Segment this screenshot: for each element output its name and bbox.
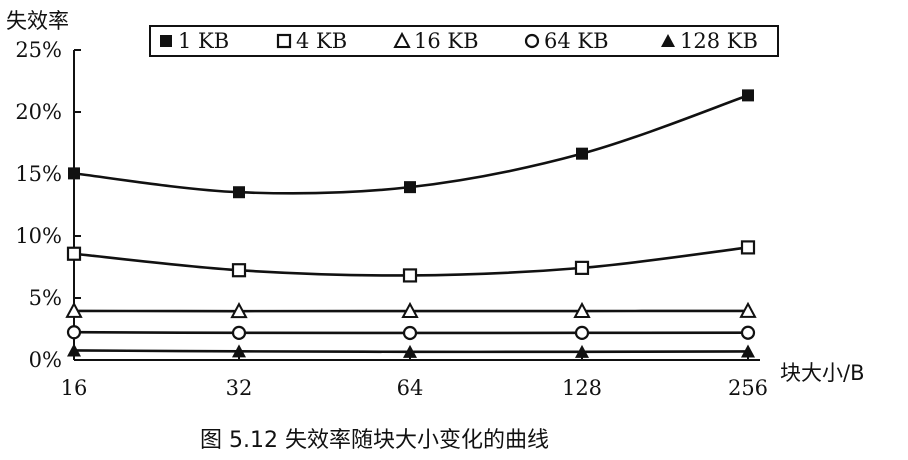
data-point (66, 325, 82, 340)
data-point (739, 301, 757, 318)
y-tick-label: 20% (15, 100, 62, 124)
y-axis-title: 失效率 (6, 9, 69, 33)
x-tick-label: 128 (562, 376, 602, 400)
data-point (68, 167, 80, 180)
data-point (66, 246, 82, 261)
data-point (233, 186, 245, 199)
data-point (232, 344, 246, 358)
data-point (741, 344, 755, 358)
data-point (65, 301, 83, 318)
legend-label: 4 KB (296, 29, 347, 53)
data-point (402, 325, 418, 341)
legend-label: 16 KB (414, 29, 479, 53)
data-point (401, 301, 419, 319)
series-line (73, 94, 749, 195)
data-point (573, 301, 591, 319)
data-point (231, 325, 247, 340)
series-group-1 (66, 240, 756, 283)
y-tick-label: 25% (15, 38, 62, 62)
legend-label: 128 KB (680, 29, 758, 53)
legend-marker (160, 35, 172, 47)
series-group-0 (68, 89, 754, 199)
data-point (740, 240, 756, 255)
data-point (402, 268, 418, 283)
y-tick-label: 15% (15, 162, 62, 186)
x-tick-label: 64 (397, 376, 424, 400)
legend-label: 1 KB (178, 29, 229, 53)
data-point (231, 263, 247, 278)
x-axis-title: 块大小/B (780, 361, 864, 385)
legend-marker (276, 33, 292, 49)
y-tick-label: 10% (15, 224, 62, 248)
x-tick-label: 32 (226, 376, 253, 400)
x-tick-label: 256 (728, 376, 768, 400)
data-point (403, 344, 417, 358)
y-tick-label: 0% (29, 348, 62, 372)
data-point (740, 325, 756, 340)
data-point (574, 325, 590, 340)
data-point (742, 89, 754, 102)
x-tick-label: 16 (61, 376, 88, 400)
data-point (67, 343, 81, 357)
legend-box (149, 25, 779, 57)
figure-caption: 图 5.12 失效率随块大小变化的曲线 (200, 428, 549, 453)
legend-label: 64 KB (544, 29, 609, 53)
legend: 1 KB 4 KB 16 KB 64 KB 128 KB (149, 25, 779, 57)
series-group-3 (66, 325, 756, 341)
y-tick-label: 5% (29, 286, 62, 310)
data-point (404, 181, 416, 194)
legend-marker (393, 31, 411, 48)
data-point (575, 344, 589, 358)
data-point (230, 302, 248, 319)
series-group-4 (67, 343, 755, 358)
legend-marker (661, 34, 675, 47)
data-point (574, 260, 590, 275)
data-point (576, 147, 588, 160)
series-group-2 (65, 301, 757, 319)
legend-marker (524, 33, 540, 49)
